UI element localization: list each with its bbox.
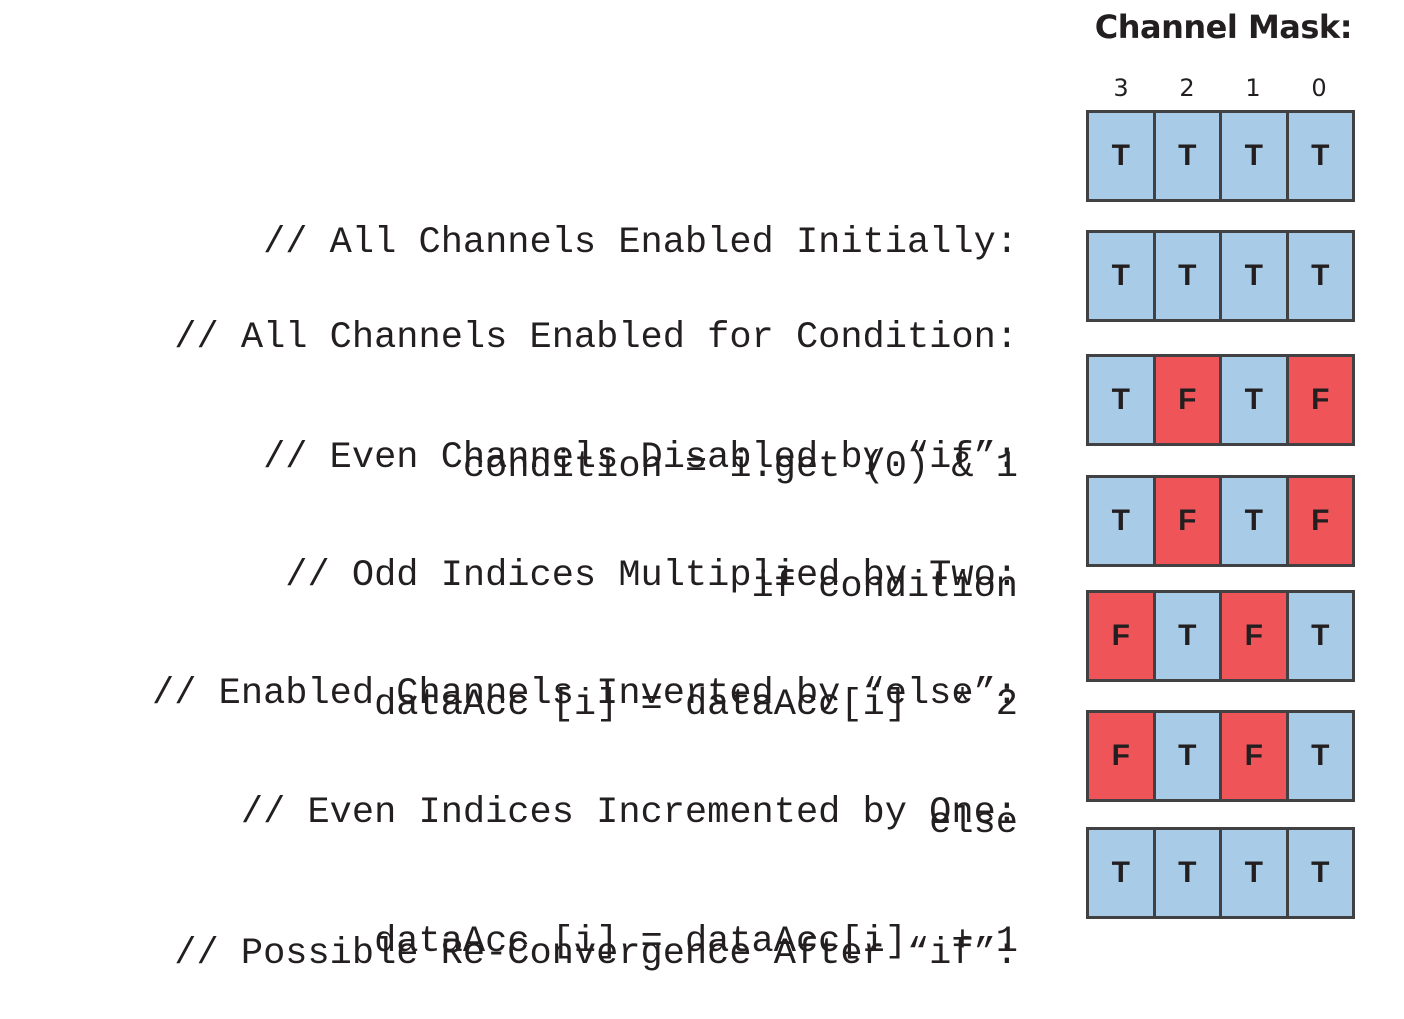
mask-cell: T	[1152, 713, 1219, 799]
mask-cell: F	[1089, 713, 1153, 799]
mask-cell: T	[1285, 113, 1352, 199]
step-1-mask: T T T T	[1086, 110, 1355, 202]
mask-cell: T	[1089, 478, 1153, 564]
mask-cell: T	[1152, 830, 1219, 916]
step-6-mask: F T F T	[1086, 710, 1355, 802]
mask-cell: T	[1219, 357, 1286, 443]
mask-cell: F	[1089, 593, 1153, 679]
channel-mask-title: Channel Mask:	[1094, 8, 1353, 46]
mask-cell: T	[1089, 233, 1153, 319]
channel-index-1: 1	[1245, 74, 1261, 102]
mask-cell: T	[1219, 113, 1286, 199]
mask-cell: T	[1089, 357, 1153, 443]
step-2-comment: // All Channels Enabled for Condition:	[174, 317, 1018, 359]
step-2-code: condition = i.get (0) & 1	[462, 446, 1018, 488]
channel-index-header: 3 2 1 0	[1088, 74, 1354, 106]
mask-cell: T	[1152, 113, 1219, 199]
channel-index-3: 3	[1113, 74, 1129, 102]
step-3-comment: // Even Channels Disabled by “if”:	[263, 437, 1018, 479]
step-3-code: if condition	[751, 566, 1018, 608]
step-3-label: // Even Channels Disabled by “if”: if co…	[263, 351, 1018, 652]
step-1-comment: // All Channels Enabled Initially:	[263, 222, 1018, 264]
mask-cell: T	[1219, 478, 1286, 564]
step-4-label: // Odd Indices Multiplied by Two: dataAc…	[285, 469, 1018, 770]
step-4-mask: T F T F	[1086, 475, 1355, 567]
mask-cell: F	[1285, 478, 1352, 564]
mask-cell: F	[1219, 713, 1286, 799]
mask-cell: F	[1152, 478, 1219, 564]
mask-cell: T	[1152, 233, 1219, 319]
step-1-label: // All Channels Enabled Initially:	[263, 136, 1018, 308]
mask-cell: F	[1152, 357, 1219, 443]
step-7-mask: T T T T	[1086, 827, 1355, 919]
mask-cell: T	[1285, 713, 1352, 799]
mask-cell: T	[1285, 830, 1352, 916]
step-2-mask: T T T T	[1086, 230, 1355, 322]
step-2-label: // All Channels Enabled for Condition: c…	[174, 231, 1018, 532]
mask-cell: T	[1285, 593, 1352, 679]
step-5-label: // Enabled Channels Inverted by “else”: …	[152, 587, 1018, 888]
step-4-comment: // Odd Indices Multiplied by Two:	[285, 555, 1018, 597]
mask-cell: T	[1219, 830, 1286, 916]
mask-cell: T	[1089, 113, 1153, 199]
step-5-code: else	[929, 802, 1018, 844]
step-5-comment: // Enabled Channels Inverted by “else”:	[152, 673, 1018, 715]
step-7-label: // Possible Re-Convergence After “if”:	[174, 847, 1018, 1019]
channel-index-0: 0	[1311, 74, 1327, 102]
step-3-mask: T F T F	[1086, 354, 1355, 446]
step-4-code: dataAcc [i] = dataAcc[i] * 2	[374, 684, 1018, 726]
step-7-comment: // Possible Re-Convergence After “if”:	[174, 933, 1018, 975]
step-5-mask: F T F T	[1086, 590, 1355, 682]
mask-cell: T	[1089, 830, 1153, 916]
mask-cell: T	[1152, 593, 1219, 679]
channel-index-2: 2	[1179, 74, 1195, 102]
step-6-comment: // Even Indices Incremented by One:	[240, 792, 1018, 834]
mask-cell: T	[1219, 233, 1286, 319]
mask-cell: F	[1285, 357, 1352, 443]
mask-cell: F	[1219, 593, 1286, 679]
mask-cell: T	[1285, 233, 1352, 319]
